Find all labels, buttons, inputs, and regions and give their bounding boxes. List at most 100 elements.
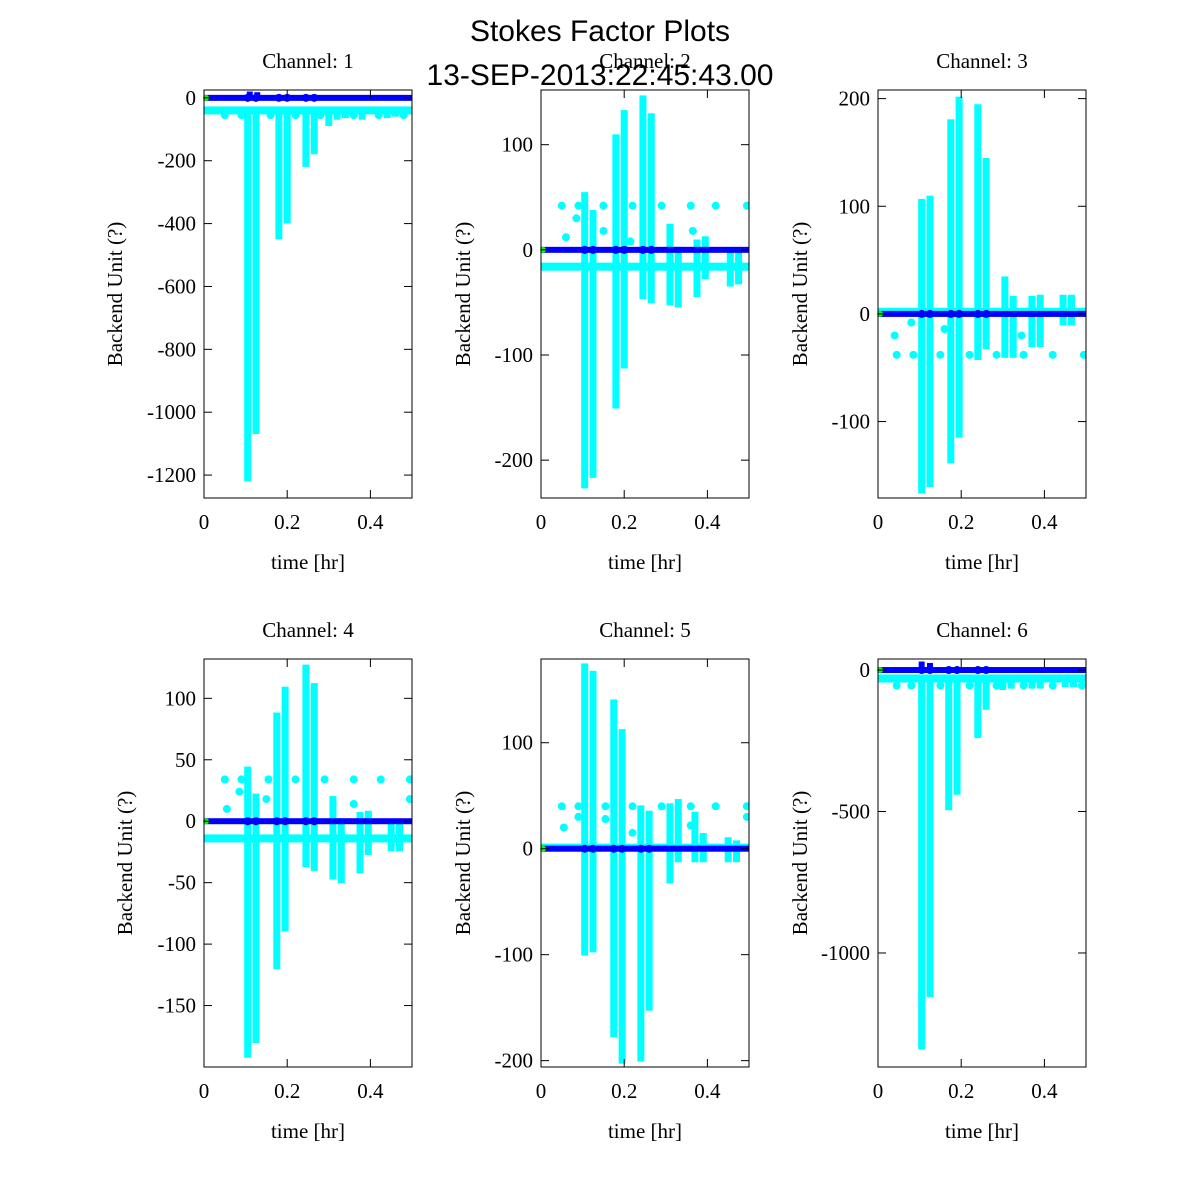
scatter-point (965, 350, 974, 359)
scatter-spike (581, 663, 589, 956)
y-axis-label: Backend Unit (?) (113, 791, 137, 936)
scatter-spike (674, 246, 682, 308)
scatter-point (374, 111, 383, 120)
y-tick-label: -400 (158, 212, 197, 236)
scatter-spike (666, 223, 674, 306)
scatter-spike (252, 107, 260, 435)
scatter-spike (383, 107, 391, 119)
scatter-point (742, 802, 749, 811)
x-tick-label: 0 (873, 510, 884, 534)
scatter-point (628, 201, 637, 210)
mean-point (301, 93, 310, 102)
x-tick-label: 0 (873, 1079, 884, 1103)
scatter-spike (341, 107, 349, 119)
scatter-point (907, 318, 916, 327)
x-tick-label: 0.2 (274, 510, 300, 534)
scatter-spike (974, 104, 982, 360)
scatter-spike (1001, 276, 1009, 358)
scatter-point (1019, 681, 1028, 690)
scatter-spike (310, 683, 318, 871)
axes-box (540, 658, 750, 1068)
mean-point (611, 245, 620, 254)
y-tick-label: -150 (158, 994, 197, 1018)
axes-box (877, 89, 1087, 499)
mean-point (252, 93, 260, 102)
scatter-spike (1061, 675, 1069, 688)
scatter-point (349, 800, 358, 809)
y-tick-label: 100 (502, 133, 534, 157)
mean-point (955, 309, 964, 318)
mean-spike (918, 661, 925, 671)
scatter-point (220, 775, 229, 784)
scatter-point (601, 802, 610, 811)
scatter-point (262, 795, 271, 804)
scatter-spike (356, 812, 364, 874)
scatter-point (688, 226, 697, 235)
scatter-point (601, 815, 610, 824)
mean-point (638, 245, 647, 254)
panel-2: 0 0.2 0.4 100 0 -100 -200 Channel: 2 time [hr] Ba… (451, 49, 750, 574)
x-tick-label: 0.4 (1031, 1079, 1058, 1103)
scatter-spike (283, 107, 291, 224)
scatter-point (657, 802, 666, 811)
y-tick-label: -1200 (147, 463, 196, 487)
scatter-point (222, 804, 231, 813)
y-tick-label: 100 (839, 194, 871, 218)
mean-point (580, 844, 589, 853)
axes-box (877, 658, 1087, 1068)
scatter-baseline-band (878, 674, 1086, 683)
scatter-spike (926, 675, 934, 998)
scatter-spike (974, 675, 982, 739)
y-tick-label: -1000 (821, 941, 870, 965)
axes-box (203, 89, 413, 499)
panel-title: Channel: 5 (599, 618, 691, 642)
scatter-spike (1028, 295, 1036, 348)
scatter-point (572, 214, 581, 223)
mean-point (917, 666, 926, 675)
scatter-spike (387, 823, 395, 852)
mean-point (917, 309, 926, 318)
x-tick-label: 0.2 (274, 1079, 300, 1103)
panel-title: Channel: 1 (262, 49, 354, 73)
scatter-point (686, 821, 695, 830)
mean-point (620, 245, 629, 254)
scatter-spike (358, 107, 366, 120)
scatter-spike (1036, 294, 1044, 348)
scatter-point (320, 775, 329, 784)
scatter-spike (955, 96, 963, 438)
scatter-spike (1028, 675, 1036, 689)
y-axis-label: Backend Unit (?) (788, 791, 812, 936)
y-tick-label: 0 (523, 238, 534, 262)
scatter-point (574, 812, 583, 821)
y-tick-label: -800 (158, 337, 197, 361)
scatter-spike (325, 107, 333, 127)
scatter-point (237, 775, 246, 784)
x-tick-label: 0.4 (357, 510, 384, 534)
scatter-point (316, 111, 325, 120)
scatter-spike (1007, 675, 1015, 689)
y-axis-label: Backend Unit (?) (451, 791, 475, 936)
panels: 0 0.2 0.40-200-400-600-800-1000-1200Channe… (103, 49, 1087, 1143)
scatter-spike (620, 110, 628, 369)
x-axis-label: time [hr] (608, 550, 682, 574)
scatter-spike (610, 699, 618, 1038)
x-tick-label: 0.2 (948, 1079, 974, 1103)
scatter-point (349, 775, 358, 784)
scatter-spike (302, 664, 310, 868)
scatter-spike (693, 239, 701, 297)
mean-point (618, 844, 627, 853)
mean-point (946, 309, 955, 318)
scatter-point (940, 324, 949, 333)
mean-point (982, 309, 991, 318)
x-tick-label: 0.4 (694, 1079, 721, 1103)
mean-point (953, 666, 962, 675)
plot-area (878, 96, 1086, 494)
x-tick-label: 0.4 (357, 1079, 384, 1103)
scatter-point (1019, 350, 1028, 359)
y-tick-label: -100 (495, 343, 534, 367)
panel-title: Channel: 3 (936, 49, 1028, 73)
y-axis-label: Backend Unit (?) (451, 222, 475, 367)
x-tick-label: 0 (199, 1079, 210, 1103)
mean-point (926, 666, 934, 675)
scatter-point (742, 201, 749, 210)
